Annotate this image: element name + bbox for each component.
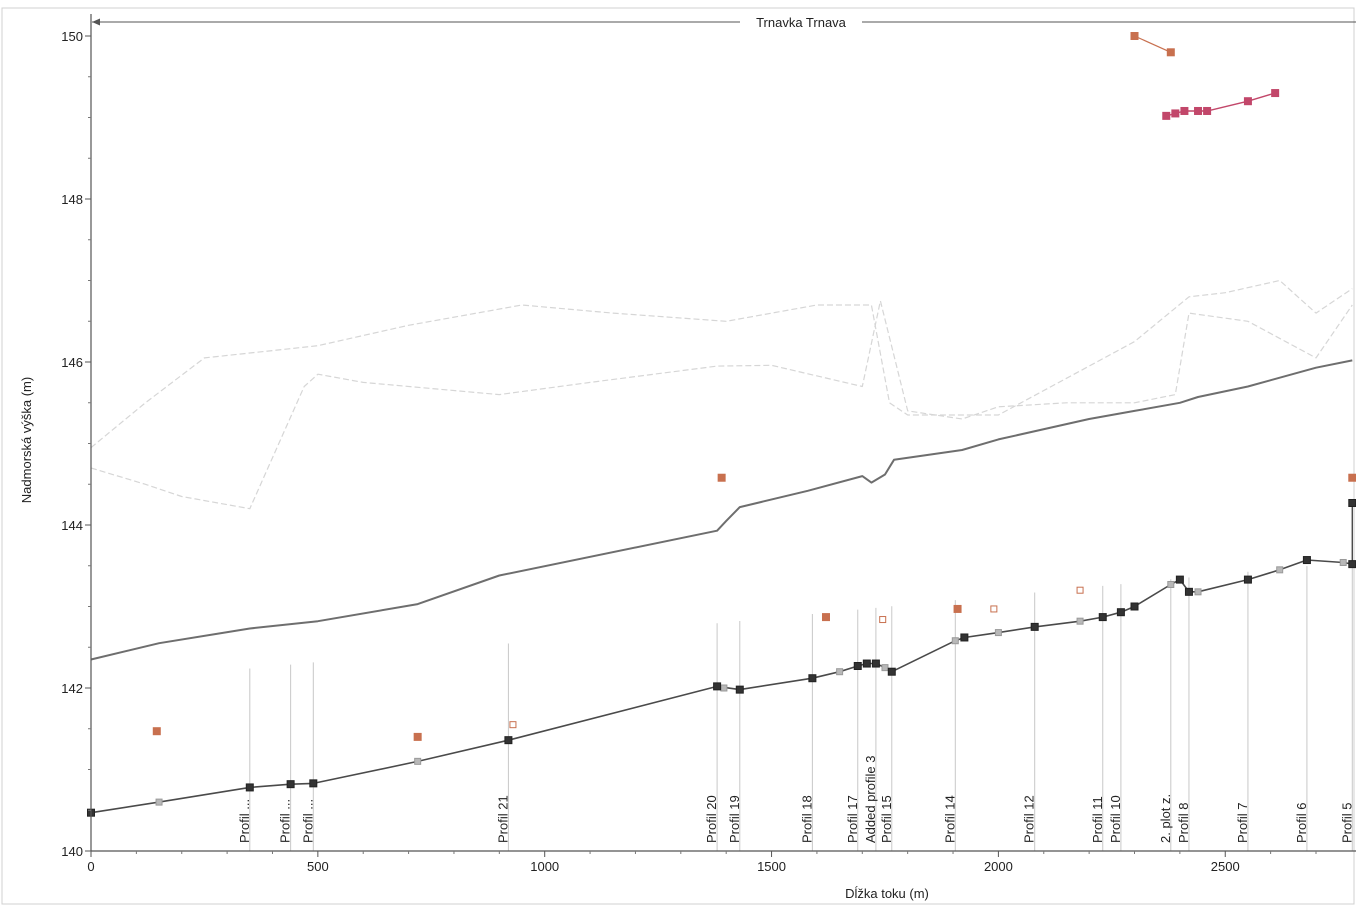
orange-marker: [953, 604, 962, 613]
bed-marker: [735, 685, 744, 694]
bed-marker-light: [1076, 617, 1084, 625]
profile-label: 2. plot z.: [1158, 794, 1173, 843]
bed-marker-light: [1167, 580, 1175, 588]
orange-top-line: [1134, 35, 1172, 53]
profile-label: Profil 19: [727, 795, 742, 843]
bed-marker: [504, 736, 513, 745]
chart-frame: [1, 7, 1355, 905]
bed-marker: [286, 780, 295, 789]
bed-marker-light: [155, 798, 163, 806]
bed-marker: [808, 674, 817, 683]
y-tick-label: 146: [61, 355, 83, 370]
y-tick-label: 140: [61, 844, 83, 859]
bed-marker: [871, 659, 880, 668]
bed-marker: [1348, 560, 1356, 569]
profile-label: Profil ...: [237, 799, 252, 843]
bed-marker: [1116, 608, 1125, 617]
bed-marker: [245, 783, 254, 792]
y-tick-label: 150: [61, 29, 83, 44]
bed-marker: [1098, 613, 1107, 622]
pink-marker: [1271, 89, 1280, 98]
profile-label: Profil 18: [799, 795, 814, 843]
orange-marker: [717, 473, 726, 482]
profile-label: Profil 15: [879, 795, 894, 843]
profile-label: Profil 10: [1108, 795, 1123, 843]
y-tick-label: 142: [61, 681, 83, 696]
profile-label: Profil 21: [495, 795, 510, 843]
bed-marker-light: [1276, 566, 1284, 574]
bed-marker-light: [1194, 588, 1202, 596]
y-tick-label: 144: [61, 518, 83, 533]
x-tick-label: 1000: [530, 859, 559, 874]
orange-open-marker: [990, 605, 998, 613]
bed-marker: [1302, 556, 1311, 565]
y-tick-label: 148: [61, 192, 83, 207]
bed-marker: [713, 682, 722, 691]
x-axis-label: Dĺžka toku (m): [845, 886, 929, 901]
bed-marker: [862, 659, 871, 668]
bed-marker-light: [1339, 558, 1347, 566]
bed-marker: [853, 661, 862, 670]
profile-label: Profil 5: [1339, 803, 1354, 843]
profile-label: Profil ...: [278, 799, 293, 843]
bed-marker: [1348, 498, 1356, 507]
right-bank-line: [90, 300, 1353, 510]
orange-open-marker: [1076, 586, 1084, 594]
bed-marker: [960, 633, 969, 642]
bed-marker-light: [836, 668, 844, 676]
bed-marker: [1243, 575, 1252, 584]
profile-label: Profil 17: [845, 795, 860, 843]
profile-label: Profil ...: [300, 799, 315, 843]
x-tick-label: 2000: [984, 859, 1013, 874]
orange-marker: [152, 727, 161, 736]
chart-title: Trnavka Trnava: [756, 15, 847, 30]
pink-marker: [1162, 111, 1171, 120]
pink-marker: [1243, 97, 1252, 106]
profile-label: Added profile 3: [863, 756, 878, 843]
arrow-left-icon: [92, 18, 100, 26]
orange-open-marker: [509, 721, 517, 729]
bed-marker: [1184, 587, 1193, 596]
profile-label: Profil 6: [1294, 803, 1309, 843]
profile-label: Profil 20: [704, 795, 719, 843]
x-tick-label: 0: [87, 859, 94, 874]
orange-marker: [821, 613, 830, 622]
bed-marker-light: [881, 664, 889, 672]
bed-marker-light: [414, 757, 422, 765]
orange-open-marker: [879, 616, 887, 624]
orange-marker: [1130, 32, 1139, 40]
profile-label: Profil 14: [942, 795, 957, 843]
bed-marker: [1175, 575, 1184, 584]
x-tick-label: 1500: [757, 859, 786, 874]
bed-marker: [1130, 602, 1139, 611]
bed-marker-light: [951, 637, 959, 645]
orange-marker: [413, 732, 422, 741]
orange-marker: [1348, 473, 1356, 482]
profile-label: Profil 8: [1176, 803, 1191, 843]
water-surface-line: [90, 359, 1353, 661]
bed-marker: [309, 779, 318, 788]
orange-marker: [1166, 48, 1175, 57]
bed-marker: [887, 667, 896, 676]
left-bank-line: [90, 279, 1353, 449]
x-tick-label: 500: [307, 859, 329, 874]
x-tick-label: 2500: [1211, 859, 1240, 874]
bed-marker: [1030, 622, 1039, 631]
profile-label: Profil 12: [1022, 795, 1037, 843]
bed-marker-light: [994, 629, 1002, 637]
profile-label: Profil 7: [1235, 803, 1250, 843]
pink-marker: [1194, 106, 1203, 115]
y-axis-label: Nadmorská výška (m): [19, 377, 34, 503]
bed-marker-light: [720, 684, 728, 692]
profile-label: Profil 11: [1090, 796, 1105, 843]
pink-marker: [1180, 106, 1189, 115]
pink-marker: [1171, 109, 1180, 118]
pink-marker: [1203, 106, 1212, 115]
